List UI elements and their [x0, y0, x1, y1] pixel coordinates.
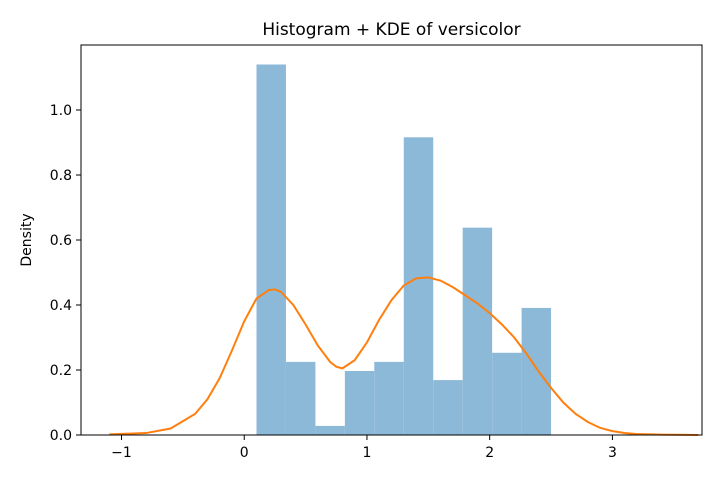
- y-tick-label: 0.4: [50, 298, 72, 314]
- chart-title: Histogram + KDE of versicolor: [262, 20, 520, 40]
- histogram-bar: [285, 361, 316, 435]
- histogram-bar: [256, 64, 286, 435]
- histogram-bar: [462, 227, 493, 435]
- kde-line: [109, 276, 699, 436]
- y-tick-label: 1.0: [50, 103, 72, 119]
- histogram-bar: [374, 361, 404, 435]
- histogram-bar: [492, 352, 522, 435]
- histogram-bar: [403, 137, 434, 436]
- y-axis-label: Density: [19, 213, 35, 266]
- y-axis-ticks: 0.0 0.2 0.4 0.6 0.8 1.0: [50, 103, 81, 444]
- x-tick-label: 2: [485, 445, 494, 461]
- y-tick-label: 0.8: [50, 168, 72, 184]
- x-axis-ticks: −1 0 1 2 3: [111, 435, 617, 461]
- histogram-bars: [256, 64, 552, 436]
- histogram-bar: [433, 380, 463, 435]
- x-tick-label: 3: [608, 445, 617, 461]
- histogram-bar: [344, 370, 375, 435]
- x-tick-label: −1: [111, 445, 132, 461]
- plot-frame: [80, 44, 703, 436]
- y-tick-label: 0.6: [50, 233, 72, 249]
- y-tick-label: 0.0: [50, 428, 72, 444]
- histogram-bar: [521, 307, 552, 435]
- x-tick-label: 1: [362, 445, 371, 461]
- x-tick-label: 0: [240, 445, 249, 461]
- y-tick-label: 0.2: [50, 363, 72, 379]
- histogram-bar: [315, 425, 345, 435]
